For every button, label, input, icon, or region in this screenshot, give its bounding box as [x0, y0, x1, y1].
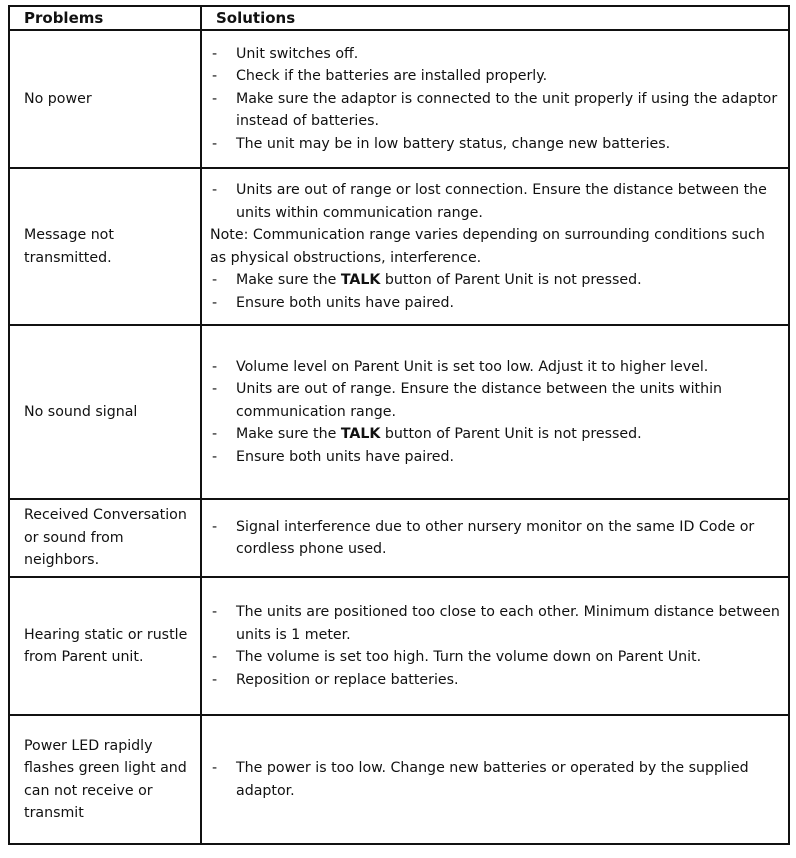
solution-item: - Unit switches off. — [210, 43, 780, 66]
solution-text: Units are out of range. Ensure the dista… — [236, 381, 723, 420]
solution-item: - Ensure both units have paired. — [210, 292, 780, 315]
solutions-cell: - Signal interference due to other nurser… — [200, 498, 790, 578]
solution-item: - Make sure the adaptor is connected to t… — [210, 88, 780, 133]
solution-item: - The volume is set too high. Turn the vo… — [210, 646, 780, 669]
problem-cell: Hearing static or rustle from Parent uni… — [8, 576, 202, 716]
solution-text: Make sure the — [236, 272, 341, 288]
table-row: Message not transmitted. - Units are out o… — [8, 167, 790, 326]
solution-text: Check if the batteries are installed pro… — [236, 68, 548, 85]
solution-item: - Reposition or replace batteries. — [210, 669, 780, 692]
solution-text: Reposition or replace batteries. — [236, 671, 459, 688]
solutions-cell: - The power is too low. Change new batter… — [200, 714, 790, 845]
solution-text: button of Parent Unit is not pressed. — [380, 426, 642, 443]
solution-text: Units are out of range or lost connectio… — [236, 182, 767, 221]
bullet-dash: - — [212, 90, 218, 107]
bullet-dash: - — [212, 294, 218, 311]
table-row: Power LED rapidly flashes green light an… — [8, 714, 790, 845]
table-row: Received Conversation or sound from neig… — [8, 498, 790, 578]
solution-text: The units are positioned too close to ea… — [236, 604, 780, 643]
bullet-dash: - — [212, 649, 218, 665]
solution-note: Note: Communication range varies dependi… — [210, 227, 765, 266]
solution-item: - The power is too low. Change new batter… — [210, 757, 780, 802]
solution-text: button of Parent Unit is not pressed. — [380, 272, 642, 288]
solution-text: Ensure both units have paired. — [236, 448, 454, 465]
problem-cell: Received Conversation or sound from neig… — [8, 498, 202, 578]
solution-text: The power is too low. Change new batteri… — [236, 760, 749, 799]
problem-cell: Message not transmitted. — [8, 167, 202, 326]
bullet-dash: - — [212, 604, 218, 620]
header-problems: Problems — [8, 5, 202, 31]
bullet-dash: - — [212, 68, 218, 85]
troubleshooting-table: Problems Solutions No power - Unit switche… — [8, 5, 790, 845]
solution-item: - The unit may be in low battery status, … — [210, 133, 780, 156]
solutions-cell: - Units are out of range or lost connecti… — [200, 167, 790, 326]
solution-text: Make sure the adaptor is connected to th… — [236, 90, 778, 130]
solution-text: Signal interference due to other nursery… — [236, 518, 755, 558]
bullet-dash: - — [212, 358, 218, 375]
solutions-cell: - Volume level on Parent Unit is set too … — [200, 324, 790, 500]
header-solutions: Solutions — [200, 5, 790, 31]
bullet-dash: - — [212, 381, 218, 398]
solutions-cell: - The units are positioned too close to e… — [200, 576, 790, 716]
header-row: Problems Solutions — [8, 5, 790, 31]
solution-item: - Check if the batteries are installed pr… — [210, 65, 780, 88]
bullet-dash: - — [212, 671, 218, 688]
solution-item: - Volume level on Parent Unit is set too … — [210, 356, 780, 379]
bullet-dash: - — [212, 426, 218, 443]
solution-text: Volume level on Parent Unit is set too l… — [236, 358, 709, 375]
table-row: Hearing static or rustle from Parent uni… — [8, 576, 790, 716]
solution-item: - Units are out of range or lost connecti… — [210, 179, 780, 224]
bullet-dash: - — [212, 272, 218, 288]
solution-item: - Make sure the TALK button of Parent Uni… — [210, 269, 780, 292]
problem-cell: Power LED rapidly flashes green light an… — [8, 714, 202, 845]
solution-text: Unit switches off. — [236, 45, 359, 62]
problem-cell: No sound signal — [8, 324, 202, 500]
bullet-dash: - — [212, 448, 218, 465]
solution-text: The unit may be in low battery status, c… — [236, 135, 671, 152]
solution-item: - Units are out of range. Ensure the dist… — [210, 378, 780, 423]
solution-item: - Ensure both units have paired. — [210, 446, 780, 469]
solution-item: - Make sure the TALK button of Parent Uni… — [210, 423, 780, 446]
bullet-dash: - — [212, 518, 218, 535]
bullet-dash: - — [212, 45, 218, 62]
problem-cell: No power — [8, 29, 202, 169]
button-name-text: TALK — [340, 426, 381, 443]
bullet-dash: - — [212, 760, 218, 776]
solution-text: Make sure the — [236, 426, 341, 443]
table-row: No power - Unit switches off. - Check if the… — [8, 29, 790, 169]
table-row: No sound signal - Volume level on Parent U… — [8, 324, 790, 500]
button-name-text: TALK — [340, 272, 381, 288]
solutions-cell: - Unit switches off. - Check if the batteri… — [200, 29, 790, 169]
solution-text: Ensure both units have paired. — [236, 294, 454, 311]
solution-item: - The units are positioned too close to e… — [210, 601, 780, 646]
solution-text: The volume is set too high. Turn the vol… — [236, 649, 702, 665]
bullet-dash: - — [212, 182, 218, 198]
bullet-dash: - — [212, 135, 218, 152]
solution-item: - Signal interference due to other nurser… — [210, 516, 780, 561]
